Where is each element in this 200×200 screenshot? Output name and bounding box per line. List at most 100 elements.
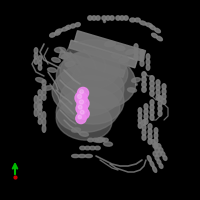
Ellipse shape xyxy=(156,85,160,90)
Ellipse shape xyxy=(96,16,100,20)
Ellipse shape xyxy=(158,101,162,106)
Ellipse shape xyxy=(147,156,151,162)
Ellipse shape xyxy=(148,124,152,129)
Ellipse shape xyxy=(140,60,144,66)
Ellipse shape xyxy=(60,76,124,124)
Ellipse shape xyxy=(157,144,161,148)
Ellipse shape xyxy=(146,54,150,60)
Ellipse shape xyxy=(42,85,46,90)
Ellipse shape xyxy=(155,148,159,152)
Ellipse shape xyxy=(152,33,157,38)
Ellipse shape xyxy=(95,146,100,150)
Ellipse shape xyxy=(50,33,55,37)
Ellipse shape xyxy=(102,16,106,20)
Ellipse shape xyxy=(42,80,46,85)
Ellipse shape xyxy=(34,58,38,64)
Ellipse shape xyxy=(159,164,163,168)
Ellipse shape xyxy=(134,44,138,50)
Ellipse shape xyxy=(55,31,60,35)
Ellipse shape xyxy=(42,125,46,132)
Ellipse shape xyxy=(138,123,142,128)
Polygon shape xyxy=(74,31,146,61)
Ellipse shape xyxy=(162,94,166,99)
Ellipse shape xyxy=(153,166,157,172)
Ellipse shape xyxy=(138,108,142,113)
Ellipse shape xyxy=(140,55,144,61)
Ellipse shape xyxy=(135,18,140,22)
Circle shape xyxy=(76,113,86,124)
Ellipse shape xyxy=(52,64,124,116)
Circle shape xyxy=(78,115,82,119)
Ellipse shape xyxy=(157,152,161,156)
Ellipse shape xyxy=(150,91,154,96)
Ellipse shape xyxy=(48,68,56,72)
Ellipse shape xyxy=(38,119,42,124)
Ellipse shape xyxy=(120,16,124,20)
Ellipse shape xyxy=(134,54,138,60)
Circle shape xyxy=(78,108,89,119)
Ellipse shape xyxy=(42,118,46,126)
Ellipse shape xyxy=(65,61,75,67)
Ellipse shape xyxy=(115,45,125,51)
Ellipse shape xyxy=(148,139,152,144)
Circle shape xyxy=(75,92,87,104)
Ellipse shape xyxy=(88,16,92,20)
Ellipse shape xyxy=(34,96,38,103)
Ellipse shape xyxy=(38,95,42,100)
Ellipse shape xyxy=(155,156,159,160)
Ellipse shape xyxy=(119,57,129,63)
Ellipse shape xyxy=(124,16,128,20)
Ellipse shape xyxy=(150,161,154,167)
Ellipse shape xyxy=(142,120,146,125)
Ellipse shape xyxy=(80,146,85,150)
Ellipse shape xyxy=(134,49,138,55)
Ellipse shape xyxy=(72,128,80,132)
Ellipse shape xyxy=(154,143,158,148)
Ellipse shape xyxy=(161,152,165,156)
Ellipse shape xyxy=(34,48,38,54)
Ellipse shape xyxy=(34,109,38,116)
Ellipse shape xyxy=(138,113,142,118)
Ellipse shape xyxy=(151,140,155,144)
Ellipse shape xyxy=(38,60,42,66)
Ellipse shape xyxy=(153,144,157,148)
Ellipse shape xyxy=(112,54,120,58)
Ellipse shape xyxy=(142,77,146,82)
Ellipse shape xyxy=(154,128,158,133)
Ellipse shape xyxy=(62,27,68,31)
Ellipse shape xyxy=(144,114,148,119)
Ellipse shape xyxy=(116,16,120,20)
Ellipse shape xyxy=(34,102,38,110)
Ellipse shape xyxy=(142,130,146,135)
Ellipse shape xyxy=(150,105,154,110)
Ellipse shape xyxy=(150,25,155,30)
Ellipse shape xyxy=(72,56,128,96)
Circle shape xyxy=(80,90,84,94)
Ellipse shape xyxy=(132,78,140,82)
Ellipse shape xyxy=(56,100,112,140)
Ellipse shape xyxy=(42,95,46,100)
Circle shape xyxy=(77,87,89,99)
Ellipse shape xyxy=(162,99,166,104)
Ellipse shape xyxy=(150,76,154,81)
Ellipse shape xyxy=(56,88,120,132)
Ellipse shape xyxy=(156,80,160,85)
Ellipse shape xyxy=(85,146,90,150)
Ellipse shape xyxy=(64,40,128,80)
Ellipse shape xyxy=(146,64,150,70)
Ellipse shape xyxy=(110,16,114,20)
Ellipse shape xyxy=(60,50,120,90)
Ellipse shape xyxy=(42,112,46,119)
Ellipse shape xyxy=(72,154,79,158)
Ellipse shape xyxy=(150,81,154,86)
Ellipse shape xyxy=(144,119,148,124)
Ellipse shape xyxy=(157,160,161,164)
Polygon shape xyxy=(69,40,137,68)
Ellipse shape xyxy=(61,53,71,59)
Ellipse shape xyxy=(56,52,136,108)
Ellipse shape xyxy=(52,58,60,62)
Ellipse shape xyxy=(153,152,157,156)
Ellipse shape xyxy=(44,86,52,90)
Ellipse shape xyxy=(104,142,112,146)
Ellipse shape xyxy=(162,84,166,89)
